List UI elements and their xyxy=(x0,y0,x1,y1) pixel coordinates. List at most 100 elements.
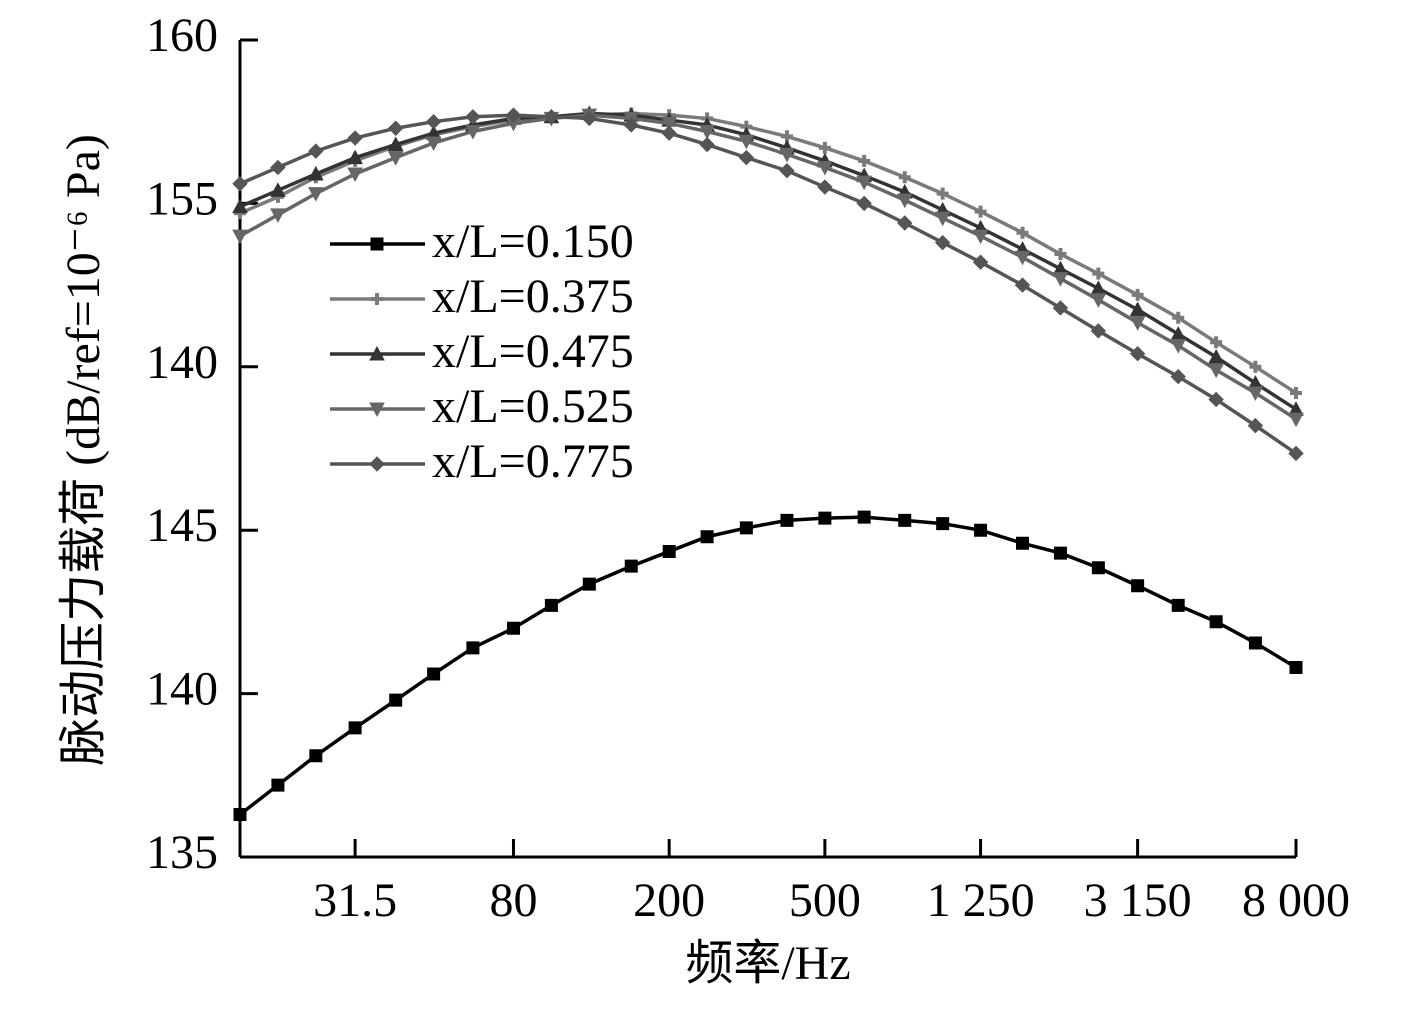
marker xyxy=(1208,391,1224,408)
marker xyxy=(623,117,639,133)
marker xyxy=(1129,301,1146,317)
marker xyxy=(270,208,286,223)
marker xyxy=(1170,368,1186,385)
marker xyxy=(465,109,481,125)
marker xyxy=(1208,348,1224,364)
marker xyxy=(425,113,442,130)
marker xyxy=(270,182,286,197)
x-tick-label: 8 000 xyxy=(1242,874,1350,927)
marker xyxy=(232,229,248,245)
marker xyxy=(1090,323,1107,339)
marker xyxy=(465,125,481,140)
marker xyxy=(1209,615,1223,629)
marker xyxy=(233,808,247,822)
marker xyxy=(780,513,794,527)
marker xyxy=(1288,412,1304,428)
marker xyxy=(348,721,362,735)
x-tick-label: 1 250 xyxy=(927,874,1035,927)
marker xyxy=(1090,280,1107,295)
marker xyxy=(1171,598,1185,612)
marker xyxy=(1172,311,1185,324)
x-tick-label: 80 xyxy=(489,874,537,927)
marker xyxy=(974,205,987,218)
marker xyxy=(1052,272,1069,287)
marker xyxy=(425,136,442,151)
marker xyxy=(700,530,714,544)
marker xyxy=(972,254,989,270)
marker xyxy=(896,193,913,209)
marker xyxy=(817,179,833,195)
marker xyxy=(1247,386,1264,401)
x-tick-label: 200 xyxy=(633,874,705,927)
series-line xyxy=(239,113,1297,455)
marker xyxy=(1090,293,1107,308)
legend-label: x/L=0.150 xyxy=(432,215,634,268)
marker xyxy=(369,456,385,472)
marker xyxy=(1014,277,1031,293)
marker xyxy=(1131,288,1144,301)
marker xyxy=(466,641,480,655)
y-tick-label: 160 xyxy=(146,9,218,62)
marker xyxy=(1288,445,1304,462)
marker xyxy=(582,577,596,591)
marker xyxy=(369,345,385,361)
marker xyxy=(387,136,404,152)
y-tick-label: 155 xyxy=(146,172,218,225)
marker xyxy=(738,134,755,150)
marker xyxy=(389,693,403,707)
marker xyxy=(387,120,404,136)
marker xyxy=(347,167,363,183)
marker xyxy=(309,749,323,763)
marker xyxy=(543,109,560,125)
marker xyxy=(624,559,638,573)
marker xyxy=(581,110,598,127)
marker xyxy=(661,116,678,132)
series-line xyxy=(239,113,1297,421)
marker xyxy=(779,147,795,163)
marker xyxy=(972,229,989,245)
marker xyxy=(1170,339,1187,354)
marker xyxy=(427,667,441,681)
marker xyxy=(1248,636,1262,650)
marker xyxy=(506,621,520,635)
marker xyxy=(307,187,324,202)
marker xyxy=(1249,360,1262,373)
marker xyxy=(544,598,558,612)
y-tick-label: 140 xyxy=(146,663,218,716)
marker xyxy=(936,187,949,200)
marker xyxy=(898,513,912,527)
marker xyxy=(818,511,832,525)
marker xyxy=(1053,546,1067,560)
marker xyxy=(232,198,248,214)
marker xyxy=(857,510,871,524)
marker xyxy=(856,175,872,191)
marker xyxy=(1091,561,1105,575)
legend-label: x/L=0.775 xyxy=(432,435,634,488)
marker xyxy=(699,136,715,153)
marker xyxy=(661,125,677,141)
marker xyxy=(1131,579,1145,593)
marker xyxy=(738,149,755,166)
marker xyxy=(739,521,753,535)
marker xyxy=(898,171,911,184)
marker xyxy=(817,160,833,176)
marker xyxy=(271,778,285,792)
marker xyxy=(1052,300,1069,316)
y-axis-title: 脉动压力载荷 (dB/ref=10⁻⁶ Pa) xyxy=(57,134,110,766)
marker xyxy=(662,544,676,558)
marker xyxy=(897,215,913,231)
marker xyxy=(934,211,951,227)
marker xyxy=(1016,226,1029,239)
marker xyxy=(370,237,384,251)
marker xyxy=(818,141,831,154)
marker xyxy=(1290,386,1302,399)
marker xyxy=(270,159,286,176)
marker xyxy=(1170,326,1187,341)
marker xyxy=(347,149,363,165)
marker xyxy=(1129,346,1146,362)
marker xyxy=(1247,417,1264,434)
x-axis-title: 频率/Hz xyxy=(685,937,850,990)
marker xyxy=(308,143,324,159)
marker xyxy=(1210,336,1223,349)
